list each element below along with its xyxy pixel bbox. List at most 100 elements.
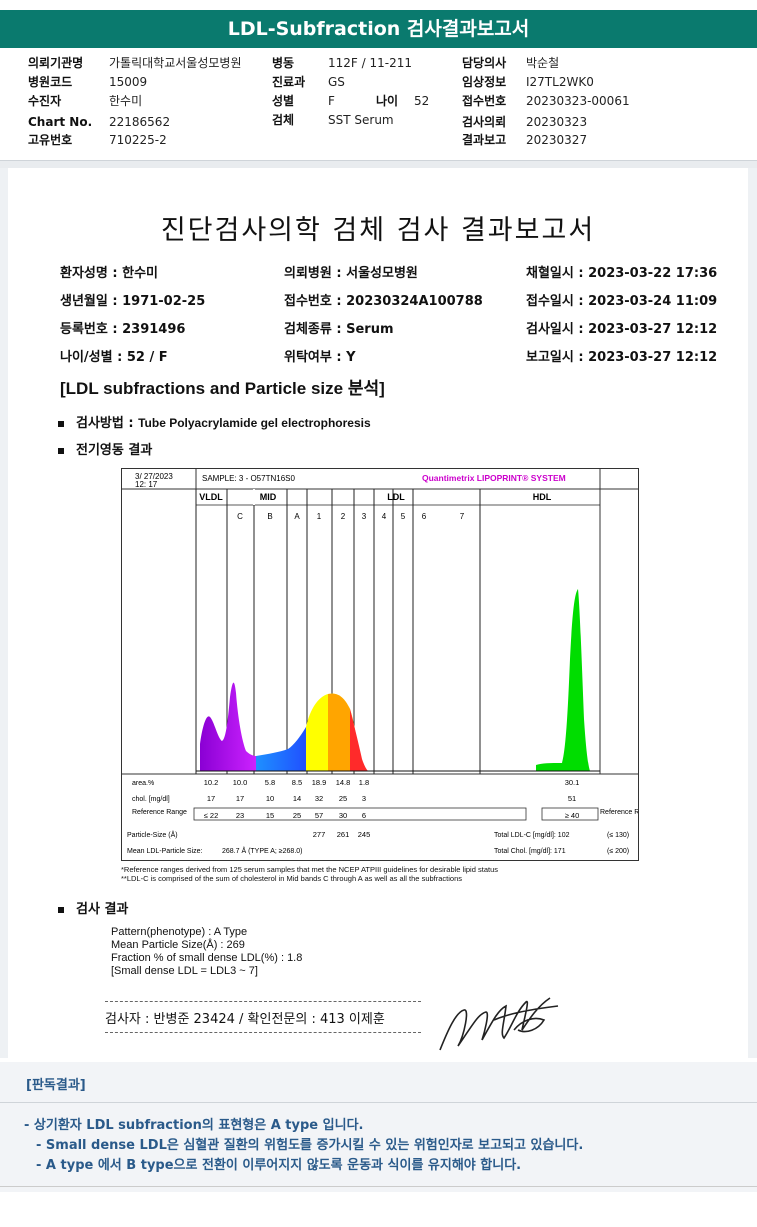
- ref-box: [193, 807, 527, 821]
- method-item: 검사방법 : Tube Polyacrylamide gel electroph…: [58, 412, 371, 431]
- mean-size-value: 268.7 Å (TYPE A; ≥268.0): [222, 846, 303, 855]
- field-value: 112F / 11-211: [328, 56, 412, 70]
- field-label: 검체: [272, 113, 295, 127]
- result-item: 검사 결과: [58, 898, 128, 917]
- field-value: 52: [414, 94, 430, 108]
- info-value: 1971-02-25: [122, 294, 206, 309]
- field-label: 성별: [272, 94, 295, 108]
- info-item: 의뢰병원 : 서울성모병원: [284, 266, 418, 281]
- ref-value: 23: [236, 811, 244, 820]
- field-value: 가톨릭대학교서울성모병원: [109, 56, 242, 70]
- field-value: 박순철: [526, 56, 560, 70]
- particle-size-value: 277: [313, 830, 326, 839]
- margin-right: [748, 168, 757, 1058]
- band-label: 4: [382, 512, 387, 521]
- ref-value: 15: [266, 811, 274, 820]
- field-value: 15009: [109, 75, 148, 89]
- mid-curve: [256, 727, 306, 771]
- electro-item: 전기영동 결과: [58, 439, 152, 458]
- info-label: 위탁여부: [284, 350, 332, 365]
- info-label: 등록번호: [60, 322, 108, 337]
- report-title: 진단검사의학 검체 검사 결과보고서: [160, 215, 596, 246]
- method-value: Tube Polyacrylamide gel electrophoresis: [138, 416, 371, 430]
- field-label: 나이: [376, 94, 399, 108]
- judgement-panel: [판독결과] - 상기환자 LDL subfraction의 표현형은 A ty…: [0, 1062, 757, 1192]
- info-value: 2023-03-27 12:12: [588, 322, 718, 337]
- info-item: 접수번호 : 20230324A100788: [284, 294, 483, 309]
- footnote-2: **LDL-C is comprised of the sum of chole…: [121, 874, 463, 883]
- divider-bottom: [105, 1032, 421, 1033]
- info-label: 검사일시: [526, 322, 574, 337]
- ref-range-label: Reference Range: [600, 809, 638, 816]
- chart-time: 12: 17: [135, 480, 158, 489]
- field-value: 한수미: [109, 94, 143, 108]
- chol-value: 17: [207, 794, 215, 803]
- examiner-line: 검사자 : 반병준 23424 / 확인전문의 : 413 이제훈: [105, 1012, 385, 1027]
- field-value: 22186562: [109, 115, 171, 129]
- method-label: 검사방법: [76, 416, 124, 431]
- field-label: 검사의뢰: [462, 115, 507, 129]
- info-value: 52 / F: [126, 350, 168, 365]
- lipoprint-chart: 3/ 27/2023 12: 17 SAMPLE: 3 - O57TN16S0 Qua…: [121, 468, 655, 861]
- row-label: chol. [mg/dl]: [132, 796, 170, 803]
- info-value: 2023-03-24 11:09: [588, 294, 718, 309]
- result-label: 검사 결과: [76, 902, 129, 917]
- info-item: 보고일시 : 2023-03-27 12:12: [526, 350, 718, 365]
- margin-left: [0, 168, 8, 1058]
- ref-box: [541, 807, 599, 821]
- divider-top: [105, 1001, 421, 1002]
- info-item: 채혈일시 : 2023-03-22 17:36: [526, 266, 718, 281]
- field-label: 고유번호: [28, 133, 73, 147]
- row-label: area.%: [132, 780, 154, 787]
- field-label: 수진자: [28, 94, 62, 108]
- info-label: 접수일시: [526, 294, 574, 309]
- chart-date: 3/ 27/2023: [135, 472, 173, 481]
- vldl-curve: [200, 682, 256, 771]
- chol-value: 3: [362, 794, 366, 803]
- row-label: Mean LDL-Particle Size:: [127, 848, 203, 855]
- info-label: 채혈일시: [526, 266, 574, 281]
- page-end-line: [0, 1186, 757, 1187]
- judgement-divider: [0, 1102, 757, 1103]
- chol-value: 25: [339, 794, 347, 803]
- area-value: 10.0: [233, 778, 248, 787]
- band-label: 6: [422, 512, 427, 521]
- field-label: 병원코드: [28, 75, 73, 89]
- band-label: 7: [460, 512, 465, 521]
- info-value: Y: [346, 350, 356, 365]
- field-label: 접수번호: [462, 94, 507, 108]
- footnote-1: *Reference ranges derived from 125 serum…: [121, 865, 498, 874]
- chart-sample: SAMPLE: 3 - O57TN16S0: [202, 474, 295, 483]
- field-label: Chart No.: [28, 115, 93, 129]
- group-label: HDL: [533, 492, 552, 502]
- info-value: 2023-03-27 12:12: [588, 350, 718, 365]
- field-value: GS: [328, 75, 345, 89]
- field-value: SST Serum: [328, 113, 394, 127]
- field-label: 담당의사: [462, 56, 507, 70]
- info-item: 생년월일 : 1971-02-25: [60, 294, 206, 309]
- electro-label: 전기영동 결과: [76, 443, 153, 458]
- bullet-icon: [58, 447, 64, 454]
- field-label: 의뢰기관명: [28, 56, 84, 70]
- field-label: 병동: [272, 56, 295, 70]
- chol-value: 14: [293, 794, 301, 803]
- band-label: 1: [317, 512, 322, 521]
- group-label: VLDL: [199, 492, 223, 502]
- section-divider: [0, 160, 757, 168]
- judgement-line: - 상기환자 LDL subfraction의 표현형은 A type 입니다.: [24, 1118, 364, 1133]
- chol-value: 51: [568, 794, 576, 803]
- result-line: Fraction % of small dense LDL(%) : 1.8: [111, 952, 303, 964]
- field-label: 진료과: [272, 75, 306, 89]
- particle-size-value: 261: [337, 830, 350, 839]
- info-item: 검체종류 : Serum: [284, 322, 394, 337]
- ref-value: 6: [362, 811, 366, 820]
- row-label: Reference Range: [132, 809, 187, 816]
- info-value: 2391496: [122, 322, 186, 337]
- field-value: 20230323-00061: [526, 94, 630, 108]
- bullet-icon: [58, 420, 64, 427]
- field-value: 20230323: [526, 115, 588, 129]
- chol-value: 17: [236, 794, 244, 803]
- info-label: 검체종류: [284, 322, 332, 337]
